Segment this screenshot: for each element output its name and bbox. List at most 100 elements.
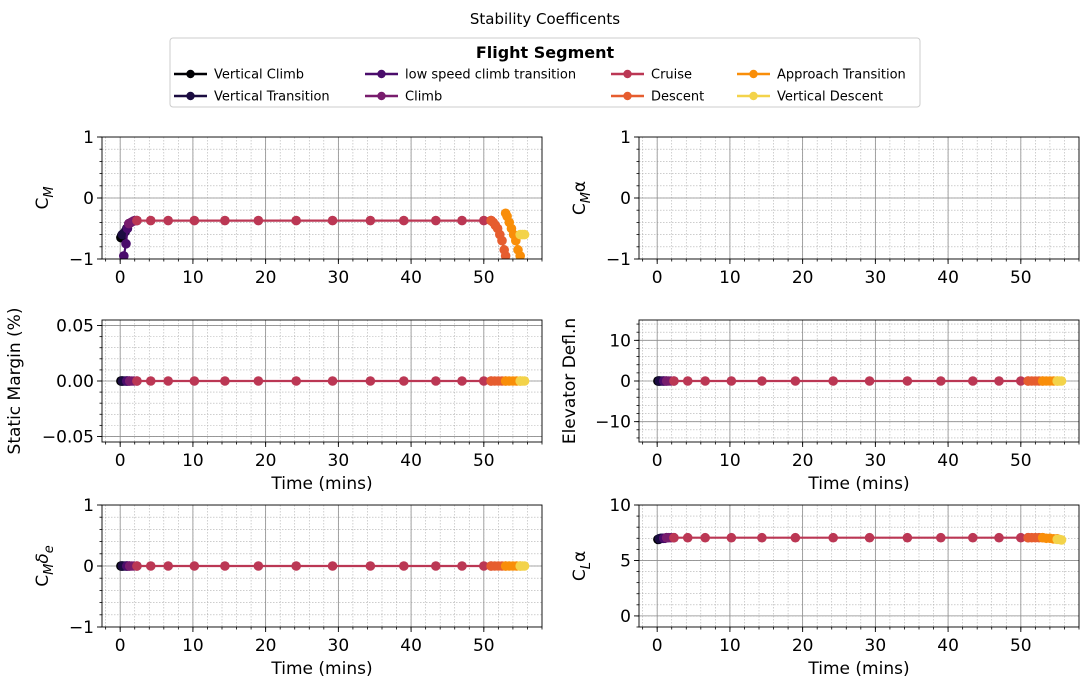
x-tick-label: 10 [719, 268, 741, 288]
data-point [220, 561, 230, 571]
y-tick-label: 0 [83, 189, 94, 209]
legend-entry: Cruise [611, 68, 692, 83]
data-point [479, 376, 489, 386]
legend-marker [186, 69, 195, 79]
data-point [479, 561, 489, 571]
x-tick-label: 30 [328, 451, 350, 471]
legend-marker [623, 69, 632, 79]
x-tick-label: 40 [400, 636, 422, 656]
data-point [1016, 376, 1026, 386]
data-point [500, 251, 511, 259]
x-tick-label: 50 [473, 636, 495, 656]
x-tick-label: 10 [182, 268, 204, 288]
data-point [431, 215, 441, 226]
data-point [790, 376, 801, 386]
legend-marker [377, 91, 386, 101]
data-point [682, 376, 693, 386]
legend-marker [623, 91, 632, 101]
y-tick-label: 0.00 [56, 372, 94, 392]
x-tick-label: 20 [255, 636, 277, 656]
data-point [220, 376, 230, 386]
legend-entry: low speed climb transition [365, 68, 576, 83]
data-point [682, 532, 693, 543]
data-point [431, 376, 441, 386]
data-point [479, 215, 489, 226]
data-series [116, 208, 530, 259]
y-tick-label: 0.05 [56, 317, 94, 337]
x-axis-label: Time (mins) [807, 474, 909, 494]
legend-entry: Vertical Transition [174, 90, 330, 105]
x-tick-label: 0 [115, 268, 126, 288]
legend-entry: Approach Transition [737, 68, 906, 83]
legend-label: Vertical Descent [777, 90, 883, 105]
data-point [994, 376, 1004, 386]
data-point [132, 376, 142, 386]
data-point [994, 532, 1004, 543]
y-axis-label: Static Margin (%) [5, 308, 25, 455]
data-point [457, 215, 467, 226]
data-point [365, 215, 376, 226]
x-axis-label: Time (mins) [270, 659, 372, 679]
x-tick-label: 10 [182, 451, 204, 471]
data-series [653, 532, 1067, 545]
legend-label: low speed climb transition [405, 68, 576, 83]
data-point [253, 376, 264, 386]
data-point [399, 376, 409, 386]
x-tick-label: 50 [1010, 268, 1032, 288]
data-point [163, 561, 173, 571]
data-point [253, 215, 264, 226]
x-axis-label: Time (mins) [270, 474, 372, 494]
data-point [726, 376, 737, 386]
y-tick-label: 1 [83, 496, 94, 516]
data-point [132, 215, 142, 226]
data-series [116, 561, 530, 571]
legend-entry: Vertical Descent [737, 90, 883, 105]
legend-label: Cruise [651, 68, 692, 83]
y-axis-label: CMδe [33, 545, 57, 587]
data-point [220, 215, 230, 226]
legend-label: Approach Transition [777, 68, 906, 83]
data-series [116, 376, 530, 386]
y-tick-label: 0 [620, 372, 631, 392]
x-tick-label: 0 [652, 451, 663, 471]
data-point [790, 532, 801, 543]
legend-frame [169, 37, 921, 108]
y-tick-label: 0 [620, 189, 631, 209]
data-point [936, 532, 946, 543]
data-point [121, 238, 131, 249]
legend-entry: Descent [611, 90, 704, 105]
data-point [365, 561, 376, 571]
figure-title: Stability Coefficents [470, 10, 620, 28]
x-tick-label: 0 [652, 636, 663, 656]
data-point [327, 215, 338, 226]
x-tick-label: 40 [400, 268, 422, 288]
legend-title: Flight Segment [476, 43, 615, 62]
data-point [864, 532, 875, 543]
x-tick-label: 30 [328, 636, 350, 656]
data-point [519, 561, 530, 571]
x-tick-label: 30 [328, 268, 350, 288]
y-axis-label: CM [33, 186, 57, 209]
data-point [700, 532, 710, 543]
data-point [145, 376, 156, 386]
data-point [757, 376, 767, 386]
data-point [1056, 376, 1067, 386]
legend-entries: Vertical Climb Vertical Transition low spe… [174, 68, 906, 105]
data-point [189, 561, 200, 571]
legend-marker [186, 91, 195, 101]
data-point [132, 561, 142, 571]
grid [639, 137, 1079, 259]
data-point [253, 561, 264, 571]
data-point [327, 376, 338, 386]
y-tick-label: −1 [69, 618, 94, 638]
data-point [968, 376, 978, 386]
y-tick-label: 10 [609, 331, 631, 351]
data-point [1016, 532, 1026, 543]
y-axis-label: CMα [570, 181, 594, 215]
panel-cm: 0 10 20 30 40 50 −1 0 1 CM [33, 128, 543, 288]
x-tick-label: 50 [1010, 451, 1032, 471]
data-series [653, 376, 1067, 386]
data-point [902, 532, 913, 543]
y-tick-label: 0 [620, 607, 631, 627]
data-point [291, 561, 301, 571]
